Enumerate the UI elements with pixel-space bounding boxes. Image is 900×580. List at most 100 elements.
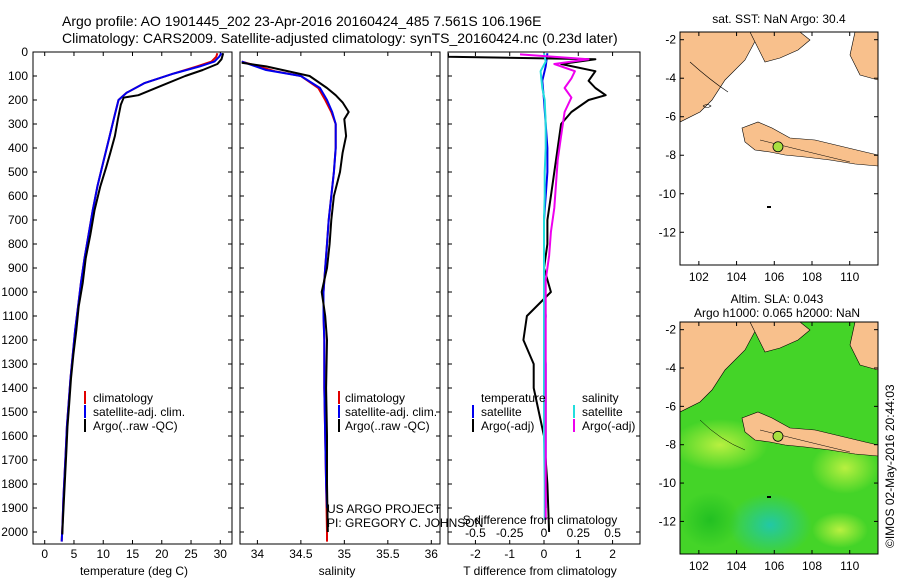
sla-map-title: Altim. SLA: 0.043 bbox=[731, 292, 824, 306]
legend-label-t-argo: Argo(-adj) bbox=[481, 419, 534, 433]
difference-series bbox=[448, 53, 607, 533]
java-contour bbox=[759, 139, 851, 163]
x-tick-label: 34.5 bbox=[289, 547, 313, 561]
coast-contour bbox=[699, 419, 746, 451]
x2-tick-label: -0.25 bbox=[496, 526, 524, 540]
y-tick-label: 1500 bbox=[1, 405, 28, 419]
map-x-tick-label: 108 bbox=[802, 559, 822, 573]
map-y-tick-label: -2 bbox=[665, 323, 676, 337]
java-contour bbox=[759, 429, 851, 453]
y-tick-label: 1400 bbox=[1, 381, 28, 395]
salinity-xlabel: salinity bbox=[319, 564, 356, 578]
series-line-climatology bbox=[241, 60, 337, 542]
header-line-1: Argo profile: AO 1901445_202 23-Apr-2016… bbox=[62, 13, 542, 29]
map-y-tick-label: -10 bbox=[659, 187, 677, 201]
bangka-land bbox=[749, 322, 811, 353]
y-tick-label: 100 bbox=[8, 69, 28, 83]
map-x-tick-label: 106 bbox=[764, 559, 784, 573]
x-tick-label: 2 bbox=[609, 547, 616, 561]
x2-tick-label: 0.25 bbox=[567, 526, 591, 540]
sst-map-title: sat. SST: NaN Argo: 30.4 bbox=[712, 12, 846, 26]
difference-legend: temperature satellite Argo(-adj) salinit… bbox=[472, 391, 635, 433]
map-y-tick-label: -4 bbox=[665, 71, 676, 85]
y-tick-label: 1600 bbox=[1, 429, 28, 443]
x-tick-label: -2 bbox=[470, 547, 481, 561]
project-name: US ARGO PROJECT bbox=[327, 502, 442, 516]
x-tick-label: -1 bbox=[504, 547, 515, 561]
temperature-series bbox=[60, 52, 225, 542]
x-tick-label: 30 bbox=[214, 547, 228, 561]
sst-map-frame bbox=[679, 31, 879, 266]
x-tick-label: 10 bbox=[97, 547, 111, 561]
map-x-tick-label: 108 bbox=[802, 270, 822, 284]
legend-header-salinity: salinity bbox=[582, 391, 619, 405]
map-y-tick-label: -4 bbox=[665, 361, 676, 375]
sla-map-axes: 102 104 106 108 110 -2 -4 -6 -8 -10 -12 bbox=[659, 322, 878, 573]
sst-map-axes: 102 104 106 108 110 -2 -4 -6 -8 -10 -12 bbox=[659, 32, 878, 284]
project-pi: PI: GREGORY C. JOHNSON bbox=[327, 516, 483, 530]
difference-axes: -2 -1 0 1 2 -0.5 -0.25 0 0.25 0.5 bbox=[448, 51, 640, 561]
temperature-legend: climatology satellite-adj. clim. Argo(..… bbox=[84, 391, 185, 433]
x-tick-label: 34 bbox=[251, 547, 265, 561]
y-tick-label: 300 bbox=[8, 117, 28, 131]
x2-tick-label: 0.5 bbox=[604, 526, 621, 540]
y-tick-label: 500 bbox=[8, 165, 28, 179]
map-y-tick-label: -12 bbox=[659, 514, 677, 528]
x-tick-label: 0 bbox=[41, 547, 48, 561]
y-tick-label: 400 bbox=[8, 141, 28, 155]
borneo-land bbox=[849, 32, 878, 81]
legend-label-s-satellite: satellite bbox=[582, 405, 623, 419]
y-tick-label: 2000 bbox=[1, 525, 28, 539]
salinity-series bbox=[241, 60, 350, 542]
series-line-satellite bbox=[539, 53, 547, 520]
legend-label-satellite: satellite-adj. clim. bbox=[345, 405, 437, 419]
map-x-tick-label: 102 bbox=[689, 270, 709, 284]
y-tick-label: 0 bbox=[21, 45, 28, 59]
legend-label-satellite: satellite-adj. clim. bbox=[93, 405, 185, 419]
y-tick-label: 900 bbox=[8, 261, 28, 275]
map-x-tick-label: 102 bbox=[689, 559, 709, 573]
map-y-tick-label: -8 bbox=[665, 148, 676, 162]
legend-label-climatology: climatology bbox=[345, 391, 405, 405]
y-tick-label: 1200 bbox=[1, 333, 28, 347]
x-tick-label: 35.5 bbox=[376, 547, 400, 561]
legend-label-argo: Argo(..raw -QC) bbox=[345, 419, 430, 433]
map-y-tick-label: -8 bbox=[665, 438, 676, 452]
map-x-tick-label: 110 bbox=[840, 559, 859, 573]
java-land bbox=[741, 411, 878, 457]
y-tick-label: 1000 bbox=[1, 285, 28, 299]
map-y-tick-label: -10 bbox=[659, 476, 677, 490]
legend-header-temperature: temperature bbox=[481, 391, 546, 405]
s-difference-xlabel: S difference from climatology bbox=[463, 513, 618, 527]
y-tick-label: 1800 bbox=[1, 477, 28, 491]
y-tick-label: 600 bbox=[8, 189, 28, 203]
map-y-tick-label: -12 bbox=[659, 225, 677, 239]
legend-label-t-satellite: satellite bbox=[481, 405, 522, 419]
x-tick-label: 15 bbox=[126, 547, 140, 561]
t-difference-xlabel: T difference from climatology bbox=[463, 564, 617, 578]
argo-float-marker bbox=[772, 141, 784, 153]
x2-tick-label: -0.5 bbox=[465, 526, 486, 540]
series-line-argo-raw-qc- bbox=[61, 52, 225, 535]
sla-high-anomaly-east bbox=[811, 442, 878, 494]
y-tick-label: 1900 bbox=[1, 501, 28, 515]
sla-mid-anomaly bbox=[680, 492, 740, 548]
small-island bbox=[767, 206, 771, 208]
y-tick-label: 700 bbox=[8, 213, 28, 227]
map-x-tick-label: 106 bbox=[764, 270, 784, 284]
borneo-land bbox=[849, 322, 878, 371]
salinity-legend: climatology satellite-adj. clim. Argo(..… bbox=[338, 391, 437, 433]
map-y-tick-label: -6 bbox=[665, 110, 676, 124]
sla-map-subtitle: Argo h1000: 0.065 h2000: NaN bbox=[694, 306, 860, 320]
coast-contour bbox=[689, 61, 729, 93]
timestamp: ©IMOS 02-May-2016 20:44:03 bbox=[883, 384, 897, 548]
y-tick-label: 1100 bbox=[2, 309, 28, 323]
x-tick-label: 25 bbox=[184, 547, 198, 561]
map-x-tick-label: 104 bbox=[727, 270, 747, 284]
y-tick-label: 200 bbox=[8, 93, 28, 107]
temperature-xlabel: temperature (deg C) bbox=[80, 564, 188, 578]
sla-map bbox=[679, 321, 879, 555]
x-tick-label: 5 bbox=[71, 547, 78, 561]
